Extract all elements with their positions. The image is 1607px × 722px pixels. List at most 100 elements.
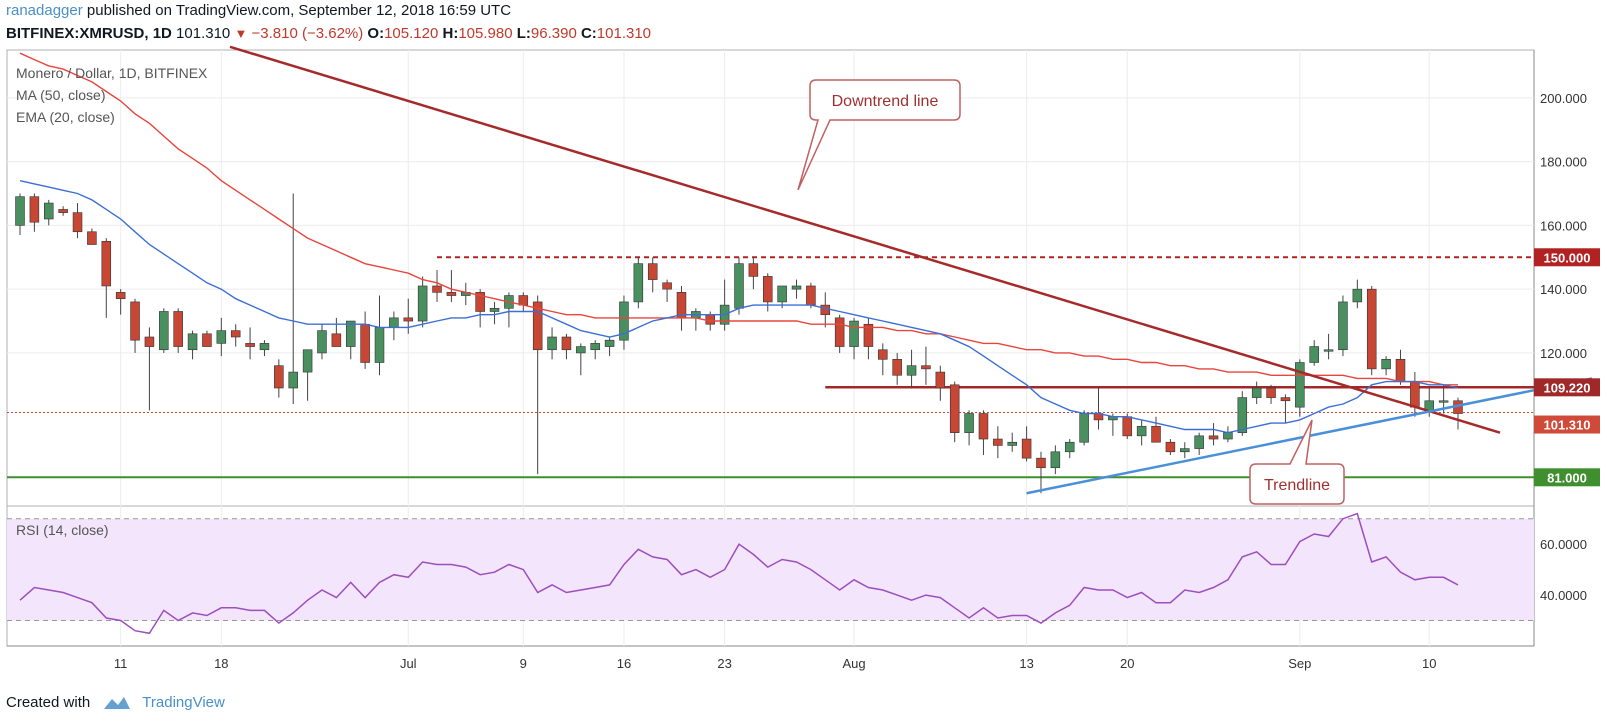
footer: Created with TradingView — [6, 694, 225, 711]
candle-body — [1266, 387, 1276, 398]
y-tick-label: 140.000 — [1540, 282, 1587, 297]
interval: 1D — [152, 25, 172, 42]
candle-body — [1021, 438, 1032, 459]
candle-body — [360, 323, 370, 363]
candle-body — [590, 343, 600, 351]
y-tick-label: 160.000 — [1540, 218, 1587, 233]
candle-body — [331, 333, 342, 347]
author-link[interactable]: ranadagger — [6, 2, 83, 19]
ma50-line[interactable] — [19, 52, 1458, 386]
candle-body — [935, 371, 946, 389]
candle-body — [1007, 441, 1017, 446]
candle-body — [1194, 435, 1204, 449]
candle-body — [1295, 362, 1305, 408]
candle-body — [834, 317, 845, 347]
candle-body — [633, 263, 644, 303]
rsi-band — [7, 518, 1534, 621]
candle-body — [1165, 441, 1176, 453]
rsi-line[interactable] — [19, 512, 1459, 635]
candle-body — [892, 359, 902, 376]
x-tick-label: 18 — [214, 656, 228, 671]
candle-body — [791, 285, 802, 290]
candle-body — [29, 196, 40, 223]
candle-body — [374, 327, 385, 363]
candle-body — [216, 330, 227, 344]
close-label: C: — [580, 25, 597, 42]
low-value: 96.390 — [530, 25, 577, 42]
ema20-line[interactable] — [19, 180, 1459, 434]
candle-body — [202, 333, 212, 347]
candle-body — [317, 330, 327, 354]
svg-text:150.000: 150.000 — [1544, 250, 1591, 265]
candle-body — [403, 317, 414, 322]
candle-body — [87, 231, 97, 245]
candle-body — [863, 323, 874, 347]
close-value: 101.310 — [596, 25, 652, 42]
candle-body — [1309, 346, 1319, 363]
candle-body — [705, 314, 715, 325]
symbol-summary: BITFINEX:XMRUSD, 1D 101.310 ▼ −3.810 (−3… — [6, 25, 652, 42]
downtrend-callout[interactable]: Downtrend line — [797, 79, 961, 191]
candle-body — [475, 292, 485, 312]
candle-body — [993, 438, 1003, 446]
candle-body — [1079, 413, 1089, 443]
candle-body — [432, 285, 442, 293]
candle-body — [518, 295, 529, 306]
down-triangle-icon: ▼ — [234, 26, 248, 41]
x-tick-label: 16 — [617, 656, 631, 671]
series-legend: Monero / Dollar, 1D, BITFINEX — [16, 65, 208, 81]
x-tick-label: Jul — [400, 656, 417, 671]
tradingview-logo-icon[interactable] — [102, 695, 132, 711]
candle-body — [144, 336, 155, 347]
downtrend-line[interactable] — [229, 45, 1501, 434]
rsi-tick-label: 40.0000 — [1540, 588, 1587, 603]
rsi-axis-ticks: 60.0000 40.0000 — [1540, 537, 1587, 603]
candle-body — [1136, 425, 1147, 437]
candle-body — [345, 320, 356, 347]
trendline-callout-label: Trendline — [1264, 477, 1330, 494]
created-with-text: Created with — [6, 694, 91, 711]
trendline-callout[interactable]: Trendline — [1249, 419, 1345, 505]
ma-legend: MA (50, close) — [16, 87, 105, 103]
candle-body — [1424, 400, 1434, 411]
candle-body — [44, 202, 54, 220]
candle-body — [173, 311, 183, 347]
rsi-tick-label: 60.0000 — [1540, 537, 1587, 552]
candle-body — [288, 371, 298, 389]
tag-81: 81.000 — [1534, 468, 1600, 487]
candle-body — [245, 343, 255, 347]
candle-body — [187, 333, 198, 351]
x-tick-label: 23 — [717, 656, 731, 671]
candle-body — [576, 346, 586, 354]
published-text: published on TradingView.com, September … — [82, 2, 512, 19]
tag-150: 150.000 — [1534, 248, 1600, 267]
candle-body — [1366, 288, 1377, 370]
tradingview-link[interactable]: TradingView — [142, 694, 225, 711]
candle-body — [647, 263, 658, 280]
open-label: O: — [367, 25, 385, 42]
candle-body — [1395, 359, 1406, 382]
tag-109: 109.220 — [1534, 378, 1600, 397]
x-axis-ticks: 11 18 Jul 9 16 23 Aug 13 20 Sep 10 — [114, 656, 1437, 671]
candle-body — [777, 285, 787, 303]
candle-body — [130, 301, 140, 341]
candle-body — [1352, 288, 1363, 303]
candle-body — [662, 282, 672, 290]
price-chart[interactable]: Downtrend line Trendline Monero / Dollar… — [0, 0, 1607, 690]
candle-body — [101, 241, 112, 287]
candle-body — [748, 263, 759, 277]
candle-body — [58, 209, 68, 213]
candle-body — [72, 212, 83, 233]
last-price: 101.310 — [176, 25, 231, 42]
candle-body — [734, 263, 744, 309]
candle-body — [1438, 400, 1449, 403]
high-label: H: — [442, 25, 459, 42]
svg-text:109.220: 109.220 — [1544, 380, 1591, 395]
y-axis-ticks: 200.000 180.000 160.000 140.000 120.000 — [1540, 91, 1587, 361]
symbol-name: BITFINEX:XMRUSD — [6, 25, 145, 42]
candle-body — [1410, 381, 1420, 408]
candle-body — [1151, 425, 1161, 443]
svg-text:101.310: 101.310 — [1544, 418, 1591, 433]
candle-body — [230, 330, 241, 338]
ema-legend: EMA (20, close) — [16, 109, 115, 125]
